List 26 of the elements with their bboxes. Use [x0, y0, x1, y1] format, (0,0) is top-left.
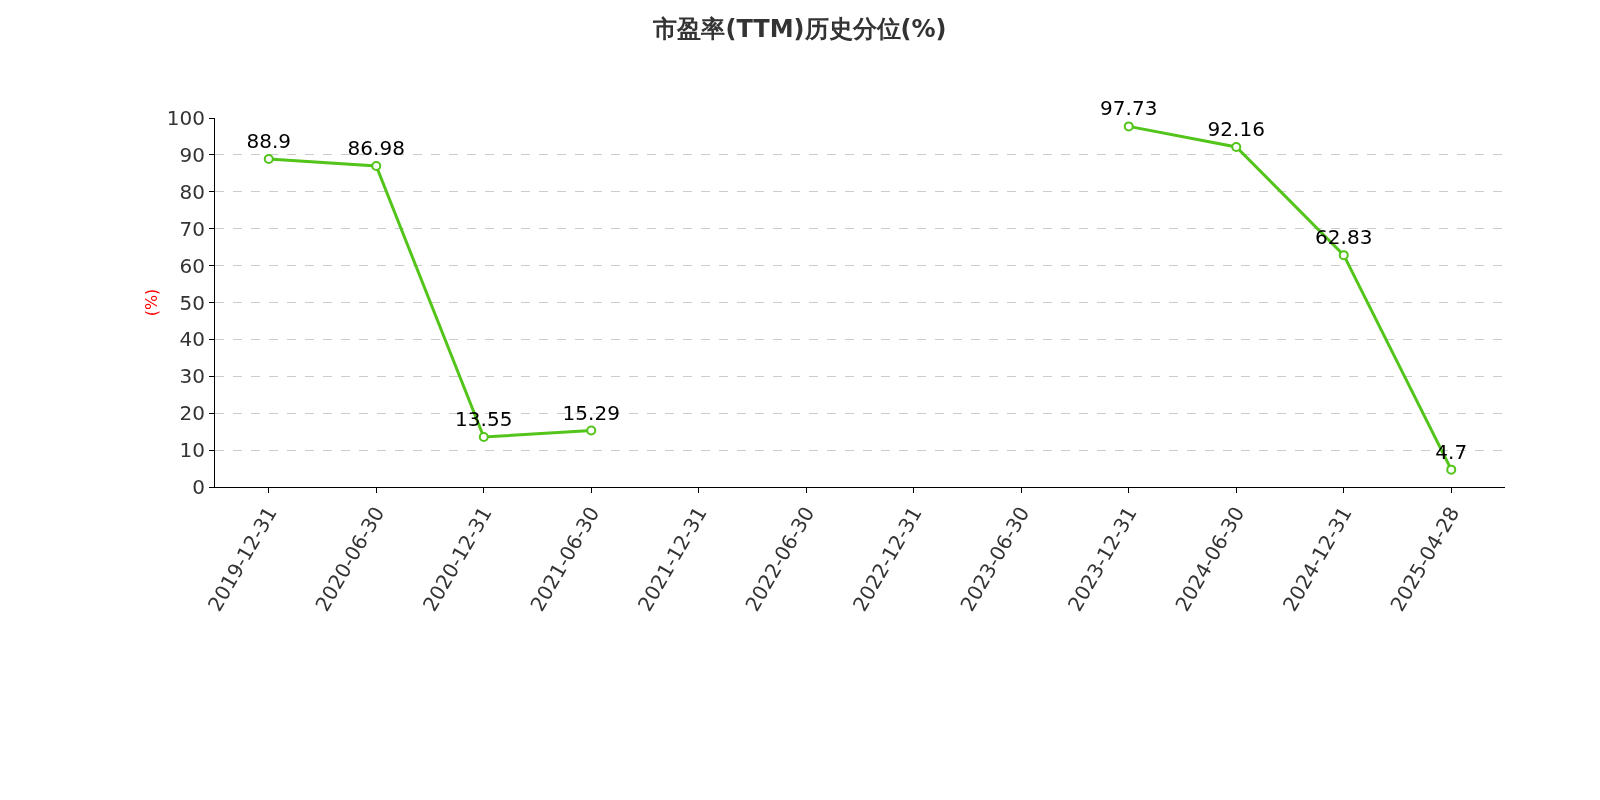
data-label: 97.73: [1100, 96, 1158, 121]
chart-title: 市盈率(TTM)历史分位(%): [652, 14, 947, 43]
y-tick-label: 0: [192, 475, 205, 499]
point: [1446, 464, 1457, 475]
y-axis-title: (%): [141, 288, 161, 317]
data-label: 88.9: [246, 128, 292, 153]
y-tick-label: 90: [179, 142, 205, 167]
y-tick-label: 80: [179, 179, 205, 204]
y-tick-label: 40: [179, 327, 205, 352]
data-label: 92.16: [1207, 116, 1265, 141]
y-tick-label: 20: [179, 401, 205, 426]
point: [263, 153, 274, 164]
data-label: 86.98: [347, 136, 405, 161]
point: [371, 161, 382, 172]
point: [586, 425, 597, 436]
point: [1231, 141, 1242, 152]
y-tick-label: 50: [179, 290, 205, 315]
point: [478, 432, 489, 442]
y-tick-label: 70: [179, 216, 205, 241]
data-label: 15.29: [562, 400, 620, 425]
y-tick-label: 100: [166, 106, 205, 130]
y-tick-label: 30: [179, 364, 205, 389]
y-tick-label: 10: [179, 438, 205, 463]
point: [1338, 250, 1349, 261]
point: [1123, 121, 1134, 132]
y-tick-label: 60: [179, 253, 205, 278]
